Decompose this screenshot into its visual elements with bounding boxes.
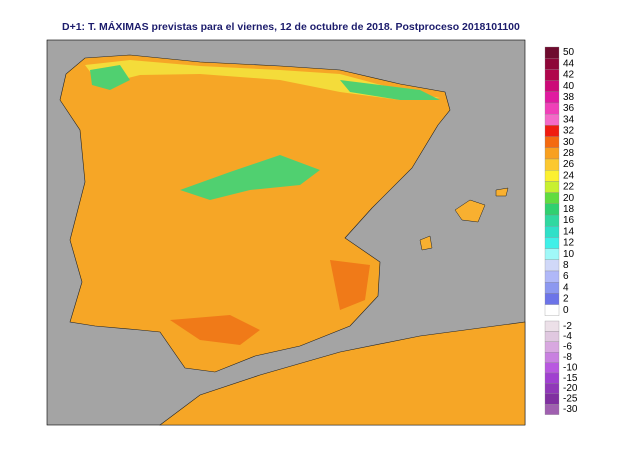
map	[46, 39, 526, 426]
legend-label: 36	[563, 103, 575, 114]
legend-swatch	[544, 270, 560, 283]
legend-label: -30	[563, 404, 578, 415]
legend-label: 22	[563, 182, 575, 193]
legend-swatch	[544, 114, 560, 126]
legend-swatch	[544, 214, 560, 227]
legend-label: 30	[563, 137, 575, 148]
legend-swatch	[544, 320, 560, 332]
legend-label: 14	[563, 226, 575, 237]
legend-label: 18	[563, 204, 575, 215]
legend-swatch	[544, 393, 560, 405]
legend-swatch	[544, 362, 560, 374]
legend-swatch	[544, 293, 560, 305]
legend-swatch	[544, 259, 560, 272]
legend-label: 6	[563, 271, 569, 282]
legend-label: 0	[563, 305, 569, 316]
legend-label: 50	[563, 47, 575, 58]
legend-swatch	[544, 136, 560, 148]
legend-label: 12	[563, 238, 575, 249]
africa	[159, 321, 526, 426]
legend-label: -6	[563, 342, 572, 353]
legend-swatch	[544, 80, 560, 92]
legend-swatch	[544, 383, 560, 394]
legend-swatch	[544, 46, 560, 59]
legend-label: -10	[563, 362, 578, 373]
legend-swatch	[544, 102, 560, 115]
legend-swatch	[544, 331, 560, 342]
legend-label: 40	[563, 81, 575, 92]
legend-label: -8	[563, 352, 572, 363]
legend-swatch	[544, 181, 560, 193]
legend-label: 42	[563, 70, 575, 81]
warm-area	[170, 260, 370, 345]
legend-label: 8	[563, 260, 569, 271]
legend-swatch	[544, 147, 560, 160]
ibiza	[419, 235, 433, 251]
legend: 5044424038363432302826242220181614121086…	[544, 46, 578, 415]
title: D+1: T. MÁXIMAS previstas para el vierne…	[62, 20, 520, 33]
legend-label: -15	[563, 373, 578, 384]
legend-swatch	[544, 226, 560, 238]
legend-swatch	[544, 352, 560, 363]
legend-label: -20	[563, 383, 578, 394]
legend-label: 28	[563, 148, 575, 159]
legend-label: 10	[563, 249, 575, 260]
menorca	[495, 187, 509, 197]
legend-swatch	[544, 170, 560, 182]
legend-label: -25	[563, 394, 578, 405]
legend-label: 34	[563, 114, 575, 125]
legend-label: 24	[563, 170, 575, 181]
legend-swatch	[544, 341, 560, 353]
legend-label: -4	[563, 331, 572, 342]
legend-label: 4	[563, 282, 569, 293]
legend-swatch	[544, 91, 560, 104]
legend-swatch	[544, 192, 560, 204]
legend-swatch	[544, 304, 560, 316]
legend-swatch	[544, 58, 560, 70]
legend-label: 26	[563, 159, 575, 170]
legend-label: 32	[563, 126, 575, 137]
legend-swatch	[544, 404, 560, 415]
legend-label: 2	[563, 294, 569, 305]
legend-swatch	[544, 203, 560, 216]
legend-label: -2	[563, 321, 572, 332]
mountain-cool	[90, 65, 440, 200]
legend-label: 16	[563, 215, 575, 226]
legend-label: 38	[563, 92, 575, 103]
legend-swatch	[544, 248, 560, 260]
legend-label: 44	[563, 58, 575, 69]
legend-swatch	[544, 372, 560, 384]
legend-swatch	[544, 125, 560, 137]
legend-label: 20	[563, 193, 575, 204]
mallorca	[454, 199, 486, 223]
legend-swatch	[544, 69, 560, 81]
legend-swatch	[544, 158, 560, 171]
legend-swatch	[544, 237, 560, 249]
legend-swatch	[544, 282, 560, 294]
